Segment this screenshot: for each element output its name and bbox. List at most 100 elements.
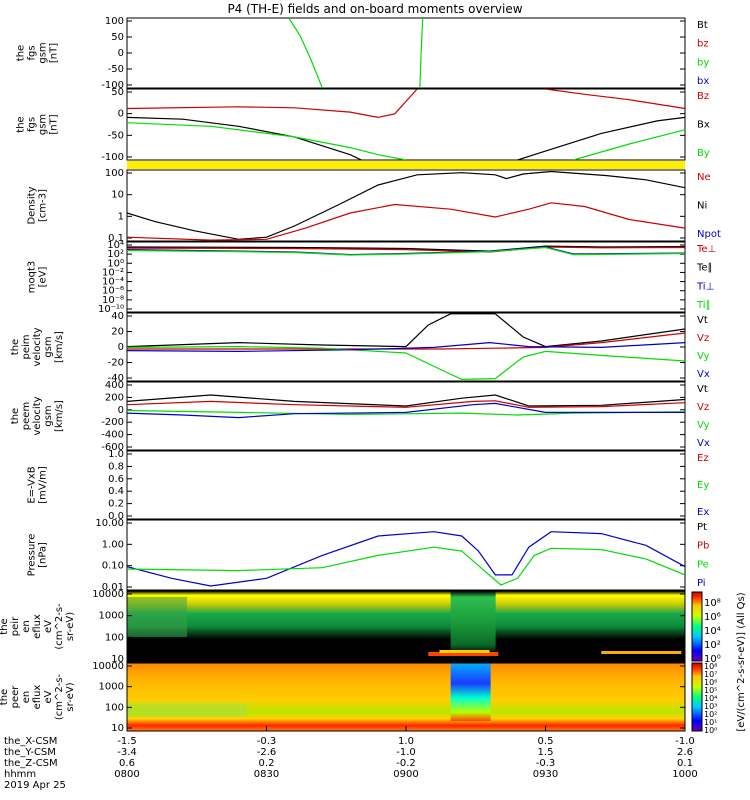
y-axis-label: thefgsgsm[nT] — [16, 42, 60, 63]
y-tick-label: 0.8 — [108, 461, 124, 472]
panel-frame — [126, 169, 686, 242]
series-line — [545, 89, 685, 110]
spectrogram-band — [439, 650, 490, 653]
legend-entry: Bt — [697, 20, 708, 31]
y-tick-label: 10⁻⁶ — [102, 286, 124, 297]
x-tick-label: -0.2 — [396, 758, 416, 769]
panel-frame — [126, 519, 686, 591]
y-tick-label: 10000 — [92, 589, 124, 600]
colorbar-tick: 10⁴ — [704, 626, 721, 637]
series-line — [127, 313, 685, 348]
y-tick-label: 0 — [118, 109, 124, 120]
y-axis-label-line: gsm — [38, 42, 49, 63]
series-line — [127, 402, 685, 419]
y-axis-label-line: [nT] — [49, 43, 60, 63]
y-axis-label-line: fgs — [27, 45, 38, 60]
y-axis-label-line: Pressure — [27, 534, 38, 577]
y-tick-label: 50 — [111, 32, 124, 43]
panel-fgs2: 50 0 -50 -100 thefgsgsm[nT] Bz Bx By — [16, 87, 710, 163]
x-tick-label: 0900 — [393, 769, 418, 780]
legend-entry: Vz — [697, 333, 709, 344]
y-tick-label: 10⁴ — [107, 240, 124, 251]
legend-entry: Pt — [697, 522, 707, 533]
legend-entry: Vx — [697, 369, 710, 380]
y-tick-label: 10⁰ — [107, 258, 124, 269]
y-axis-label-line: sr-eV) — [65, 682, 76, 711]
colorbar-tick: 10⁸ — [704, 598, 721, 609]
legend-entry: Vz — [697, 402, 709, 413]
panel-frame — [126, 381, 686, 451]
y-axis-label: thepeemvelocitygsm[km/s] — [10, 396, 65, 435]
series-line — [127, 341, 685, 353]
y-tick-label: -600 — [101, 442, 124, 453]
y-axis-label-line: gsm — [43, 405, 54, 426]
y-tick-label: -100 — [101, 80, 124, 91]
spectrogram-band — [601, 651, 682, 654]
y-axis-label-line: the — [10, 339, 21, 355]
legend-entry: Bz — [697, 91, 709, 102]
series-line — [127, 170, 685, 240]
y-axis-label-line: the — [16, 45, 27, 61]
y-axis-label-line: the — [16, 116, 27, 132]
y-axis-label-line: [nPa] — [38, 542, 49, 568]
y-tick-label: 0.1 — [108, 233, 124, 244]
legend-entry: Ey — [697, 480, 709, 491]
legend-entry: Vt — [697, 315, 708, 326]
y-tick-label: 1.0 — [108, 449, 124, 460]
y-tick-label: 1 — [118, 211, 124, 222]
y-axis-label-line: the — [0, 689, 10, 705]
colorbar-tick: 10³ — [704, 702, 717, 711]
y-tick-label: -50 — [108, 130, 124, 141]
series-line — [127, 116, 362, 160]
spectrogram-fill — [127, 663, 685, 731]
colorbar-label: [eV/(cm^2-s-sr-eV)] (All Qs) — [736, 592, 747, 731]
panel-density: 100 10 1 0.1 Density[cm-3] Ne Ni Npot — [27, 168, 721, 244]
colorbar-tick: 10⁶ — [704, 678, 717, 687]
y-tick-label: -20 — [108, 358, 124, 369]
y-tick-label: 10000 — [92, 661, 124, 672]
x-tick-label: -3.4 — [117, 747, 137, 758]
x-tick-label: -0.3 — [536, 758, 556, 769]
y-axis-label-line: peir — [10, 616, 21, 636]
x-tick-label: 0800 — [114, 769, 139, 780]
y-tick-label: 0.10 — [102, 561, 124, 572]
y-tick-label: 50 — [111, 87, 124, 98]
y-tick-label: 0 — [118, 342, 124, 353]
y-tick-label: -50 — [108, 64, 124, 75]
legend-entry: Ti⊥ — [696, 281, 714, 292]
y-axis-label-line: [cm-3] — [38, 189, 49, 222]
spectrogram-fill — [127, 597, 187, 637]
x-row-label: the_Y-CSM — [4, 747, 56, 758]
legend-entry: Bx — [697, 120, 710, 131]
legend-entry: Vy — [697, 420, 710, 431]
y-axis-label: thefgsgsm[nT] — [16, 114, 60, 135]
panel-efield: 1.00.8 0.60.4 0.20.0 E=-VxB[mV/m] Ez Ey Ex — [27, 449, 710, 522]
y-axis-label: thepeirenefluxeV(cm^2-s-sr-eV) — [0, 603, 76, 650]
y-tick-label: 10⁻¹⁰ — [98, 304, 124, 315]
legend-entry: Ti∥ — [696, 300, 711, 311]
y-axis-label-line: peer — [10, 685, 21, 709]
legend-entry: Vt — [697, 384, 708, 395]
spectrogram-fill — [127, 703, 247, 717]
y-tick-label: -100 — [101, 152, 124, 163]
colorbar-tick: 10¹ — [704, 718, 717, 727]
colorbar-tick: 10² — [704, 710, 717, 719]
y-axis-label-line: [km/s] — [54, 400, 65, 432]
y-axis-label-line: velocity — [32, 327, 43, 366]
x-tick-label: 1.0 — [398, 736, 414, 747]
colorbar-lower — [691, 662, 703, 732]
y-tick-label: 40 — [111, 311, 124, 322]
y-axis-label-line: fgs — [27, 117, 38, 132]
x-tick-label: 0.5 — [538, 736, 554, 747]
y-tick-label: 20 — [111, 327, 124, 338]
y-tick-label: 100 — [105, 16, 124, 27]
x-tick-label: 2.6 — [677, 747, 693, 758]
chart-title: P4 (TH-E) fields and on-board moments ov… — [227, 2, 523, 16]
spectrogram-fill — [127, 591, 685, 662]
x-tick-label: 0.6 — [119, 758, 135, 769]
colorbar-tick: 10⁰ — [704, 726, 717, 735]
y-axis-label: E=-VxB[mV/m] — [27, 466, 49, 504]
panel-frame — [126, 241, 686, 313]
panel-fgs: 100 50 0 -50 -100 thefgsgsm[nT] Bt bz by bx — [16, 16, 710, 91]
